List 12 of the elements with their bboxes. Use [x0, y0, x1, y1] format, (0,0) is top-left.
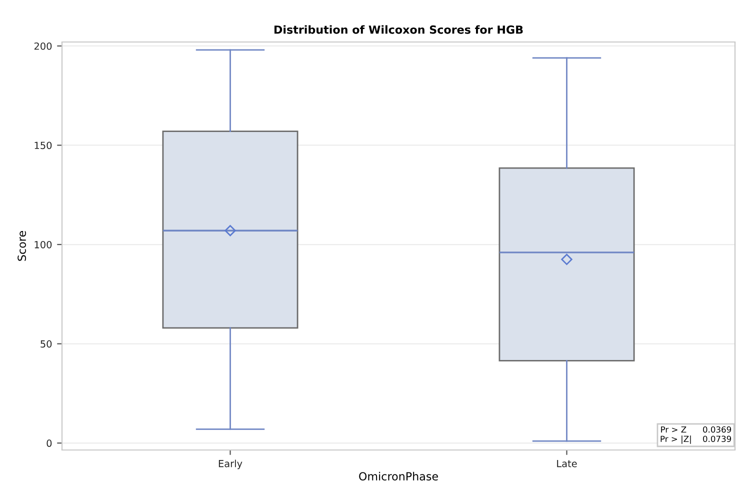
y-tick-label: 200 [34, 42, 52, 50]
y-axis-title: Score [18, 231, 26, 261]
annotation: Pr > |Z| 0.0739 [660, 436, 732, 444]
y-tick-label: 100 [34, 240, 52, 248]
y-tick-label: 150 [34, 142, 52, 150]
y-tick-label: 0 [46, 440, 52, 447]
chart-title: Distribution of Wilcoxon Scores for HGB [274, 25, 523, 34]
x-axis-title: OmicronPhase [359, 472, 438, 481]
x-tick-label: Early [218, 460, 242, 470]
x-tick-label: Late [557, 460, 577, 468]
y-tick-label: 50 [40, 340, 52, 348]
annotation: Pr > Z 0.0369 [661, 426, 732, 433]
